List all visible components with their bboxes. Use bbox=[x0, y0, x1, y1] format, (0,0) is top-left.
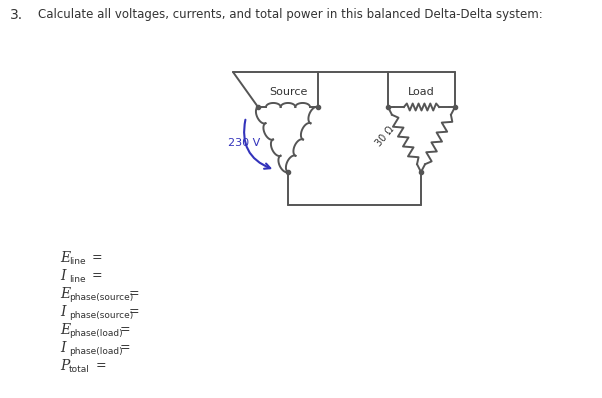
Text: =: = bbox=[96, 359, 106, 373]
Text: Source: Source bbox=[269, 87, 307, 97]
Text: I: I bbox=[60, 269, 66, 283]
Text: P: P bbox=[60, 359, 69, 373]
Text: 30 Ω: 30 Ω bbox=[374, 125, 397, 148]
Text: 3.: 3. bbox=[10, 8, 23, 22]
Text: E: E bbox=[60, 323, 70, 337]
Text: =: = bbox=[128, 306, 139, 318]
Text: I: I bbox=[60, 305, 66, 319]
Text: 230 V: 230 V bbox=[228, 138, 260, 148]
Text: Calculate all voltages, currents, and total power in this balanced Delta-Delta s: Calculate all voltages, currents, and to… bbox=[38, 8, 543, 21]
Text: =: = bbox=[92, 252, 102, 265]
Text: =: = bbox=[92, 269, 102, 283]
Text: =: = bbox=[120, 341, 131, 355]
Text: total: total bbox=[69, 365, 90, 374]
Text: phase(load): phase(load) bbox=[69, 347, 123, 356]
Text: =: = bbox=[128, 287, 139, 300]
Text: line: line bbox=[69, 275, 85, 284]
Text: line: line bbox=[69, 257, 85, 266]
Text: I: I bbox=[60, 341, 66, 355]
Text: E: E bbox=[60, 251, 70, 265]
Text: =: = bbox=[120, 324, 131, 336]
Text: E: E bbox=[60, 287, 70, 301]
Text: phase(load): phase(load) bbox=[69, 329, 123, 338]
Text: Load: Load bbox=[408, 87, 435, 97]
Text: phase(source): phase(source) bbox=[69, 311, 133, 320]
Text: phase(source): phase(source) bbox=[69, 293, 133, 302]
